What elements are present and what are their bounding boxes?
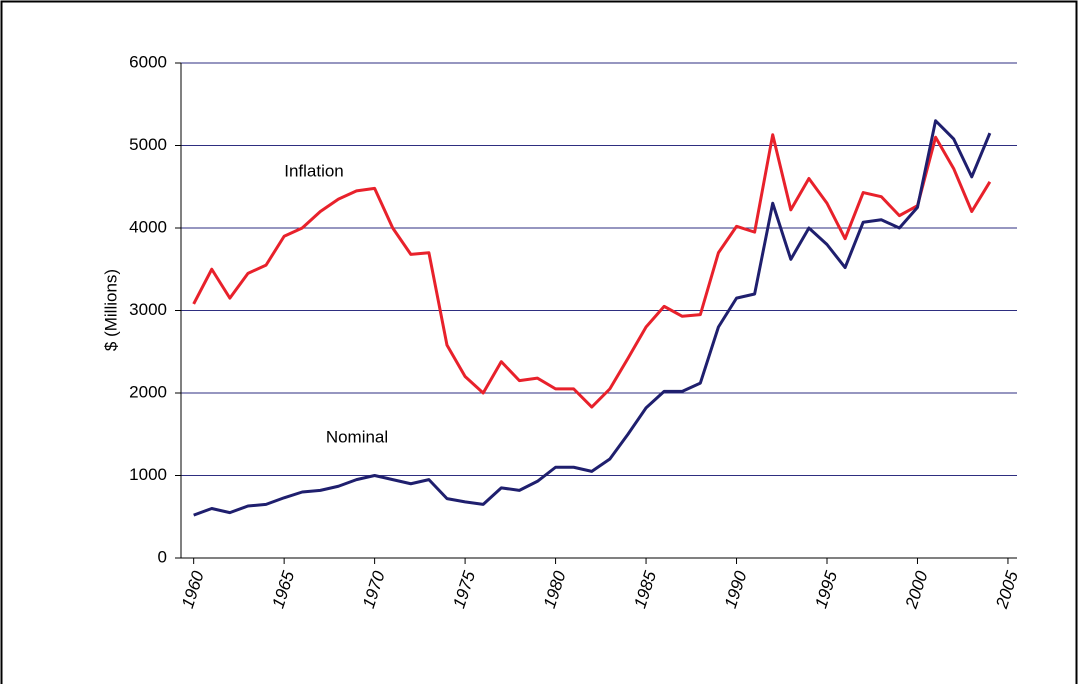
y-axis-label: $ (Millions) bbox=[101, 269, 120, 351]
y-tick-label: 4000 bbox=[129, 217, 167, 236]
y-tick-label: 0 bbox=[158, 547, 167, 566]
y-tick-label: 6000 bbox=[129, 52, 167, 71]
y-tick-label: 3000 bbox=[129, 300, 167, 319]
y-tick-label: 5000 bbox=[129, 135, 167, 154]
annotation: Inflation bbox=[284, 161, 344, 180]
series-line bbox=[193, 119, 992, 517]
y-tick-label: 2000 bbox=[129, 382, 167, 401]
annotation: Nominal bbox=[326, 427, 388, 446]
series-line bbox=[192, 133, 992, 409]
y-tick-label: 1000 bbox=[129, 465, 167, 484]
